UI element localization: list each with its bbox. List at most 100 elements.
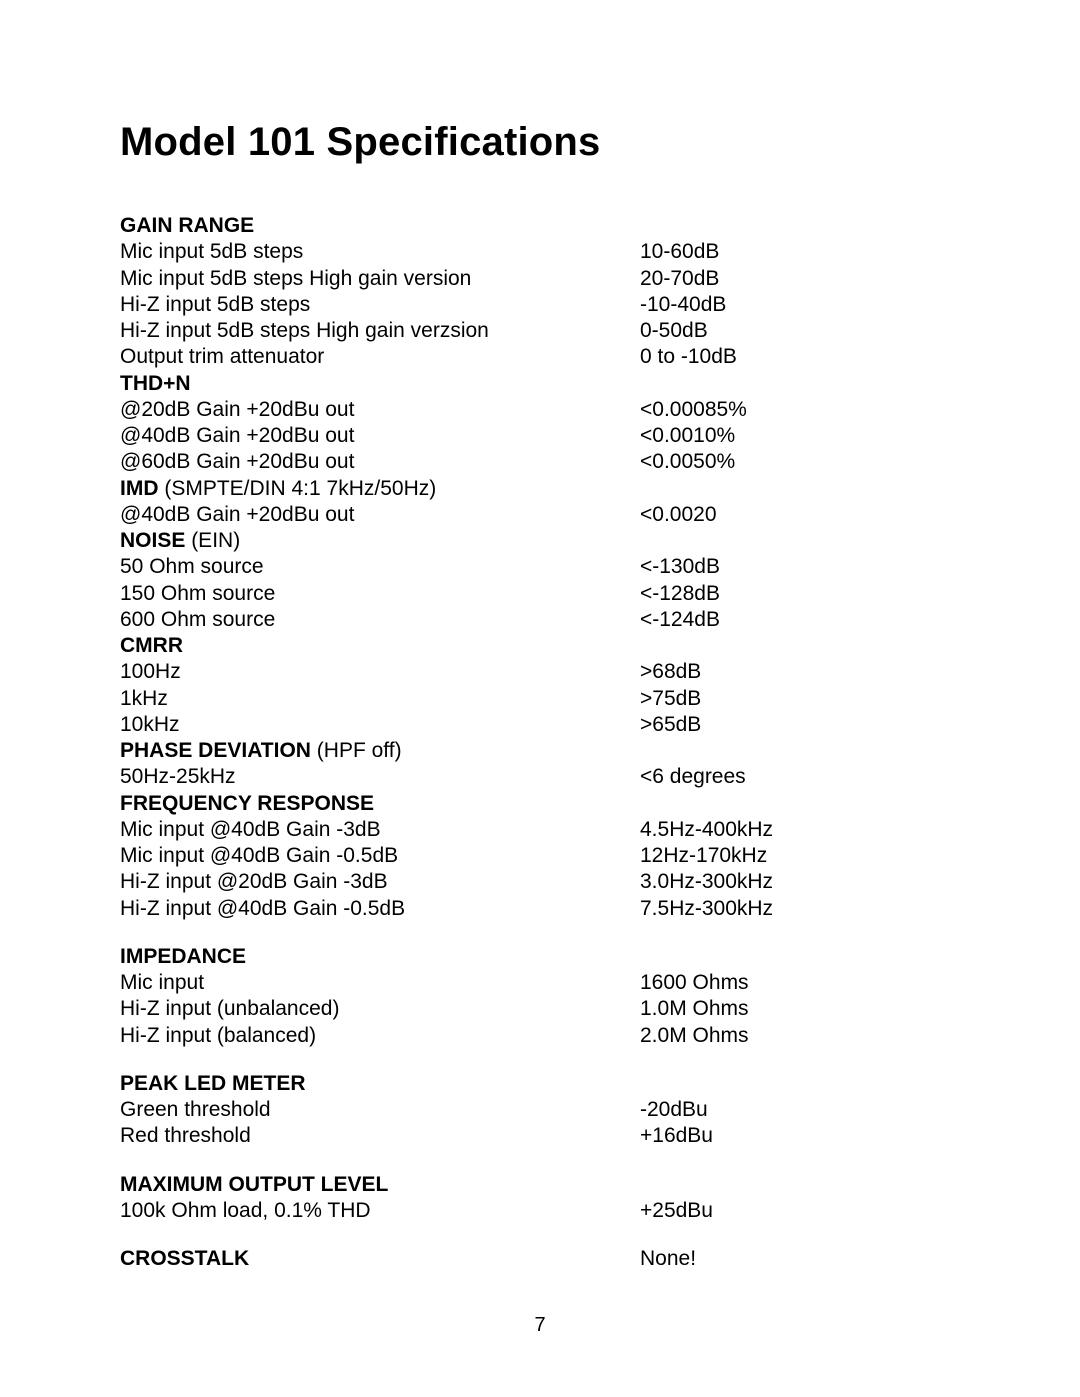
spec-label: 10kHz bbox=[120, 712, 640, 738]
spec-label: @60dB Gain +20dBu out bbox=[120, 449, 640, 475]
spec-row: @20dB Gain +20dBu out<0.00085% bbox=[120, 397, 960, 423]
spec-value: 12Hz-170kHz bbox=[640, 843, 960, 869]
spec-label: Mic input 5dB steps High gain version bbox=[120, 266, 640, 292]
spec-row: Output trim attenuator0 to -10dB bbox=[120, 344, 960, 370]
section-header-label: PHASE DEVIATION (HPF off) bbox=[120, 738, 640, 764]
section-header-noise: NOISE (EIN) bbox=[120, 528, 960, 554]
section-header-value bbox=[640, 738, 960, 764]
spec-row: Hi-Z input @20dB Gain -3dB3.0Hz-300kHz bbox=[120, 869, 960, 895]
section-gap bbox=[120, 1049, 960, 1071]
section-header-gain-range: GAIN RANGE bbox=[120, 213, 960, 239]
section-header-peak-led-meter: PEAK LED METER bbox=[120, 1071, 960, 1097]
section-header-value bbox=[640, 944, 960, 970]
spec-value: +16dBu bbox=[640, 1123, 960, 1149]
section-header-label: THD+N bbox=[120, 371, 640, 397]
spec-label: @40dB Gain +20dBu out bbox=[120, 502, 640, 528]
spec-label: Hi-Z input @20dB Gain -3dB bbox=[120, 869, 640, 895]
section-header-label: GAIN RANGE bbox=[120, 213, 640, 239]
section-header-label: MAXIMUM OUTPUT LEVEL bbox=[120, 1172, 640, 1198]
section-gap bbox=[120, 922, 960, 944]
section-header-value bbox=[640, 476, 960, 502]
section-crosstalk: CROSSTALK None! bbox=[120, 1246, 960, 1272]
spec-label: Mic input @40dB Gain -0.5dB bbox=[120, 843, 640, 869]
spec-value: -10-40dB bbox=[640, 292, 960, 318]
spec-value: None! bbox=[640, 1246, 960, 1272]
spec-row: Hi-Z input 5dB steps High gain verzsion0… bbox=[120, 318, 960, 344]
section-header-rest: (SMPTE/DIN 4:1 7kHz/50Hz) bbox=[159, 477, 437, 500]
spec-row: Hi-Z input (balanced)2.0M Ohms bbox=[120, 1023, 960, 1049]
section-header-value bbox=[640, 528, 960, 554]
spec-value: >68dB bbox=[640, 659, 960, 685]
section-header-label: IMPEDANCE bbox=[120, 944, 640, 970]
spec-row: 1kHz>75dB bbox=[120, 686, 960, 712]
spec-label: Red threshold bbox=[120, 1123, 640, 1149]
spec-row: Mic input1600 Ohms bbox=[120, 970, 960, 996]
spec-row: @60dB Gain +20dBu out<0.0050% bbox=[120, 449, 960, 475]
spec-label: 1kHz bbox=[120, 686, 640, 712]
section-header-rest: (EIN) bbox=[185, 529, 240, 552]
spec-value: 10-60dB bbox=[640, 239, 960, 265]
spec-row: Mic input @40dB Gain -0.5dB12Hz-170kHz bbox=[120, 843, 960, 869]
section-header-thdn: THD+N bbox=[120, 371, 960, 397]
section-header-value bbox=[640, 633, 960, 659]
spec-value: 3.0Hz-300kHz bbox=[640, 869, 960, 895]
spec-row: 50 Ohm source<-130dB bbox=[120, 554, 960, 580]
section-header-value bbox=[640, 371, 960, 397]
spec-row: 600 Ohm source<-124dB bbox=[120, 607, 960, 633]
spec-value: 20-70dB bbox=[640, 266, 960, 292]
spec-label: Hi-Z input (balanced) bbox=[120, 1023, 640, 1049]
spec-label: 50Hz-25kHz bbox=[120, 764, 640, 790]
section-header-label: FREQUENCY RESPONSE bbox=[120, 791, 640, 817]
spec-label: Green threshold bbox=[120, 1097, 640, 1123]
section-header-max-output: MAXIMUM OUTPUT LEVEL bbox=[120, 1172, 960, 1198]
spec-label: Hi-Z input 5dB steps bbox=[120, 292, 640, 318]
spec-value: 1600 Ohms bbox=[640, 970, 960, 996]
spec-label: 100Hz bbox=[120, 659, 640, 685]
spec-label: Hi-Z input (unbalanced) bbox=[120, 996, 640, 1022]
spec-row: Hi-Z input @40dB Gain -0.5dB7.5Hz-300kHz bbox=[120, 896, 960, 922]
spec-value: <6 degrees bbox=[640, 764, 960, 790]
spec-value: 2.0M Ohms bbox=[640, 1023, 960, 1049]
spec-row: Mic input @40dB Gain -3dB4.5Hz-400kHz bbox=[120, 817, 960, 843]
section-header-bold: IMD bbox=[120, 477, 159, 500]
spec-label: Mic input 5dB steps bbox=[120, 239, 640, 265]
section-header-value bbox=[640, 1172, 960, 1198]
section-header-label: IMD (SMPTE/DIN 4:1 7kHz/50Hz) bbox=[120, 476, 640, 502]
spec-label: 50 Ohm source bbox=[120, 554, 640, 580]
spec-value: 0 to -10dB bbox=[640, 344, 960, 370]
spec-row: Hi-Z input (unbalanced)1.0M Ohms bbox=[120, 996, 960, 1022]
spec-row: 100Hz>68dB bbox=[120, 659, 960, 685]
spec-value: -20dBu bbox=[640, 1097, 960, 1123]
section-header-label: CROSSTALK bbox=[120, 1246, 640, 1272]
spec-value: <0.0050% bbox=[640, 449, 960, 475]
section-header-bold: NOISE bbox=[120, 529, 185, 552]
spec-label: 600 Ohm source bbox=[120, 607, 640, 633]
spec-value: <-130dB bbox=[640, 554, 960, 580]
section-header-label: NOISE (EIN) bbox=[120, 528, 640, 554]
spec-value: >75dB bbox=[640, 686, 960, 712]
spec-row: 150 Ohm source<-128dB bbox=[120, 581, 960, 607]
section-gap bbox=[120, 1150, 960, 1172]
spec-row: Mic input 5dB steps10-60dB bbox=[120, 239, 960, 265]
spec-value: 0-50dB bbox=[640, 318, 960, 344]
section-header-phase-deviation: PHASE DEVIATION (HPF off) bbox=[120, 738, 960, 764]
spec-value: <0.00085% bbox=[640, 397, 960, 423]
section-header-label: CMRR bbox=[120, 633, 640, 659]
section-header-value bbox=[640, 1071, 960, 1097]
spec-row: 10kHz>65dB bbox=[120, 712, 960, 738]
spec-label: 150 Ohm source bbox=[120, 581, 640, 607]
spec-label: @20dB Gain +20dBu out bbox=[120, 397, 640, 423]
section-header-impedance: IMPEDANCE bbox=[120, 944, 960, 970]
spec-label: Output trim attenuator bbox=[120, 344, 640, 370]
spec-value: 4.5Hz-400kHz bbox=[640, 817, 960, 843]
section-header-value bbox=[640, 791, 960, 817]
section-header-bold: PHASE DEVIATION bbox=[120, 739, 311, 762]
page-number: 7 bbox=[0, 1314, 1080, 1337]
spec-label: Mic input @40dB Gain -3dB bbox=[120, 817, 640, 843]
spec-row: @40dB Gain +20dBu out<0.0010% bbox=[120, 423, 960, 449]
spec-value: <0.0010% bbox=[640, 423, 960, 449]
section-header-value bbox=[640, 213, 960, 239]
spec-label: Hi-Z input @40dB Gain -0.5dB bbox=[120, 896, 640, 922]
page-title: Model 101 Specifications bbox=[120, 120, 960, 165]
spec-label: 100k Ohm load, 0.1% THD bbox=[120, 1198, 640, 1224]
